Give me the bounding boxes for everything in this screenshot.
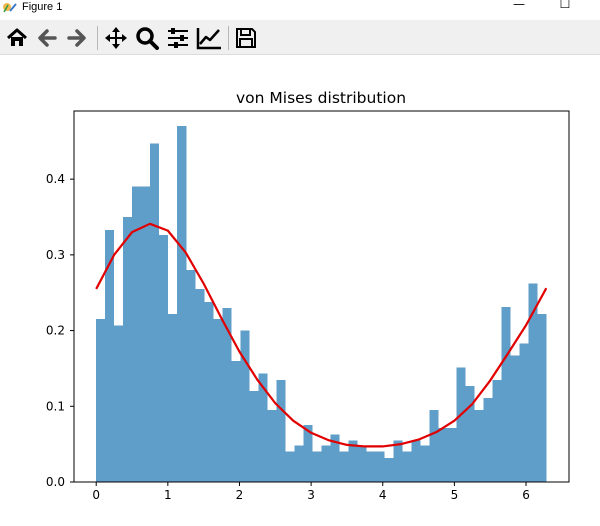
histogram-bar: [339, 451, 349, 482]
histogram-bar: [303, 425, 313, 482]
x-tick-label: 5: [451, 488, 459, 502]
window-title: Figure 1: [22, 1, 63, 13]
density-curve-layer: [95, 222, 548, 448]
histogram-bar: [321, 445, 331, 482]
zoom-button[interactable]: [134, 25, 160, 51]
histogram-bar: [159, 235, 169, 482]
histogram-bar: [384, 457, 394, 482]
histogram-bar: [105, 229, 115, 482]
back-icon: [38, 29, 57, 47]
axes-edit-button[interactable]: [196, 25, 222, 51]
save-button[interactable]: [233, 25, 259, 51]
x-tick-label: 2: [236, 488, 244, 502]
histogram-bar: [510, 355, 520, 482]
histogram-bar: [474, 410, 484, 482]
histogram-bar: [186, 270, 196, 482]
subplots-icon: [168, 28, 188, 48]
histogram-bar: [204, 301, 214, 482]
y-axis-ticks: 0.0 0.1 0.2 0.3 0.4: [46, 172, 74, 489]
histogram-bar: [492, 379, 502, 482]
histogram-bar: [537, 313, 547, 482]
x-tick-label: 3: [307, 488, 315, 502]
histogram-bar: [348, 440, 358, 482]
histogram-bar: [393, 440, 403, 482]
toolbar-separator: [228, 26, 229, 50]
histogram-bar: [96, 319, 106, 482]
histogram-bar: [447, 428, 457, 482]
histogram-bar: [258, 373, 268, 482]
histogram-bar: [231, 360, 241, 482]
histogram-bar: [411, 440, 421, 482]
histogram-bar: [420, 445, 430, 482]
histogram-bar: [375, 451, 385, 482]
figure-canvas[interactable]: von Mises distribution 0 1 2 3 4 5 6 0.0 0.1 0.2…: [0, 55, 600, 522]
histogram-bar: [285, 451, 295, 482]
maximize-button[interactable]: ☐: [559, 0, 571, 11]
x-tick-label: 1: [164, 488, 172, 502]
histogram-bar: [519, 343, 529, 482]
x-tick-label: 4: [379, 488, 387, 502]
histogram-bar: [123, 217, 133, 482]
subplots-button[interactable]: [165, 25, 191, 51]
minimize-button[interactable]: —: [513, 0, 525, 11]
toolbar-separator: [97, 26, 98, 50]
zoom-icon: [136, 27, 159, 50]
histogram-bar: [177, 126, 187, 483]
histogram-bar: [132, 186, 142, 482]
histogram-bar: [276, 379, 286, 482]
navigation-toolbar: [0, 20, 600, 55]
histogram-bar: [330, 434, 340, 482]
axes-frame: [73, 110, 570, 483]
histogram-bar: [483, 397, 493, 482]
back-button[interactable]: [34, 25, 60, 51]
histogram-bars: [96, 126, 547, 483]
axes-edit-icon: [196, 28, 221, 50]
y-tick-label: 0.0: [46, 475, 65, 489]
histogram-bar: [402, 451, 412, 482]
pan-button[interactable]: [103, 25, 129, 51]
chart-title: von Mises distribution: [236, 89, 406, 107]
histogram-bar: [141, 186, 151, 482]
histogram-bar: [429, 410, 439, 482]
histogram-bar: [357, 445, 367, 482]
histogram-bar: [501, 307, 511, 482]
density-curve: [95, 222, 548, 448]
y-tick-label: 0.2: [46, 324, 65, 338]
histogram-bar: [240, 330, 250, 482]
histogram-bar: [438, 428, 448, 482]
histogram-bar: [267, 410, 277, 482]
pan-icon: [105, 27, 127, 49]
histogram-bar: [150, 143, 160, 483]
x-axis-ticks: 0 1 2 3 4 5 6: [92, 482, 530, 502]
y-tick-label: 0.3: [46, 248, 65, 262]
x-tick-label: 0: [92, 488, 100, 502]
histogram-bar: [249, 391, 259, 482]
histogram-bar: [222, 307, 232, 482]
histogram-bar: [456, 367, 466, 482]
histogram-bar: [168, 313, 178, 482]
y-tick-label: 0.4: [46, 172, 65, 186]
home-button[interactable]: [4, 25, 30, 51]
histogram-bar: [114, 325, 124, 482]
forward-button[interactable]: [64, 25, 90, 51]
histogram-bar: [528, 283, 538, 482]
home-icon: [7, 28, 27, 46]
x-tick-label: 6: [522, 488, 530, 502]
histogram-bar: [195, 288, 205, 482]
forward-icon: [67, 29, 86, 47]
histogram-bar: [213, 319, 223, 482]
histogram-bar: [366, 451, 376, 482]
von-mises-chart: von Mises distribution 0 1 2 3 4 5 6 0.0 0.1 0.2…: [46, 89, 570, 502]
histogram-bar: [312, 451, 322, 482]
save-icon: [236, 28, 256, 48]
window-titlebar: Figure 1 — ☐: [0, 0, 600, 20]
histogram-bar: [465, 385, 475, 482]
app-icon: [3, 3, 17, 13]
y-tick-label: 0.1: [46, 399, 65, 413]
histogram-bar: [294, 445, 304, 482]
